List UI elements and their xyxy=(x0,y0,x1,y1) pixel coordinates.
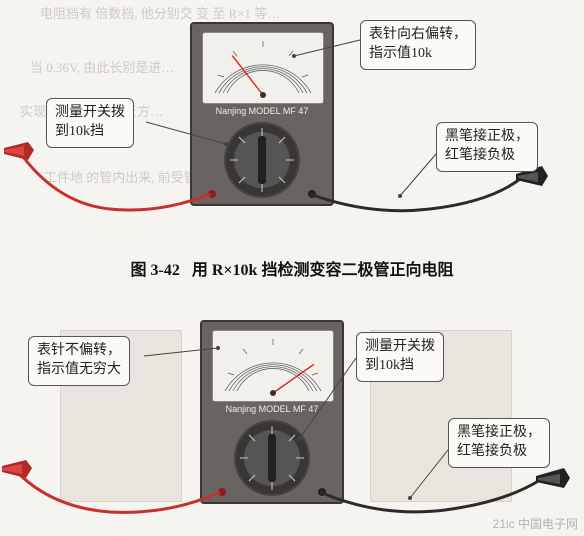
terminals xyxy=(202,322,342,502)
callout-probe-polarity: 黑笔接正极，红笔接负极 xyxy=(436,122,538,172)
callout-range-10k: 测量开关拨到10k挡 xyxy=(46,98,134,148)
red-alligator-clip xyxy=(4,140,38,166)
figure-caption: 图 3-42 用 R×10k 挡检测变容二极管正向电阻 xyxy=(0,256,584,280)
figure-1: Nanjing MODEL MF 47 xyxy=(0,4,584,229)
callout-range-10k: 测量开关拨到10k挡 xyxy=(356,332,444,382)
callout-probe-polarity: 黑笔接正极，红笔接负极 xyxy=(448,418,550,468)
multimeter-body: Nanjing MODEL MF 47 xyxy=(190,22,334,206)
caption-number: 图 3-42 xyxy=(131,262,180,279)
callout-needle-infinity: 表针不偏转，指示值无穷大 xyxy=(28,336,130,386)
figure-2: Nanjing MODEL MF 47 xyxy=(0,300,584,532)
callout-needle-right: 表针向右偏转，指示值10k xyxy=(360,20,476,70)
red-alligator-clip xyxy=(2,458,36,484)
terminals xyxy=(192,24,332,204)
black-alligator-clip xyxy=(532,466,572,494)
multimeter-body: Nanjing MODEL MF 47 xyxy=(200,320,344,504)
watermark: 21ic 中国电子网 xyxy=(493,515,578,532)
caption-text: 用 R×10k 挡检测变容二极管正向电阻 xyxy=(192,262,454,279)
